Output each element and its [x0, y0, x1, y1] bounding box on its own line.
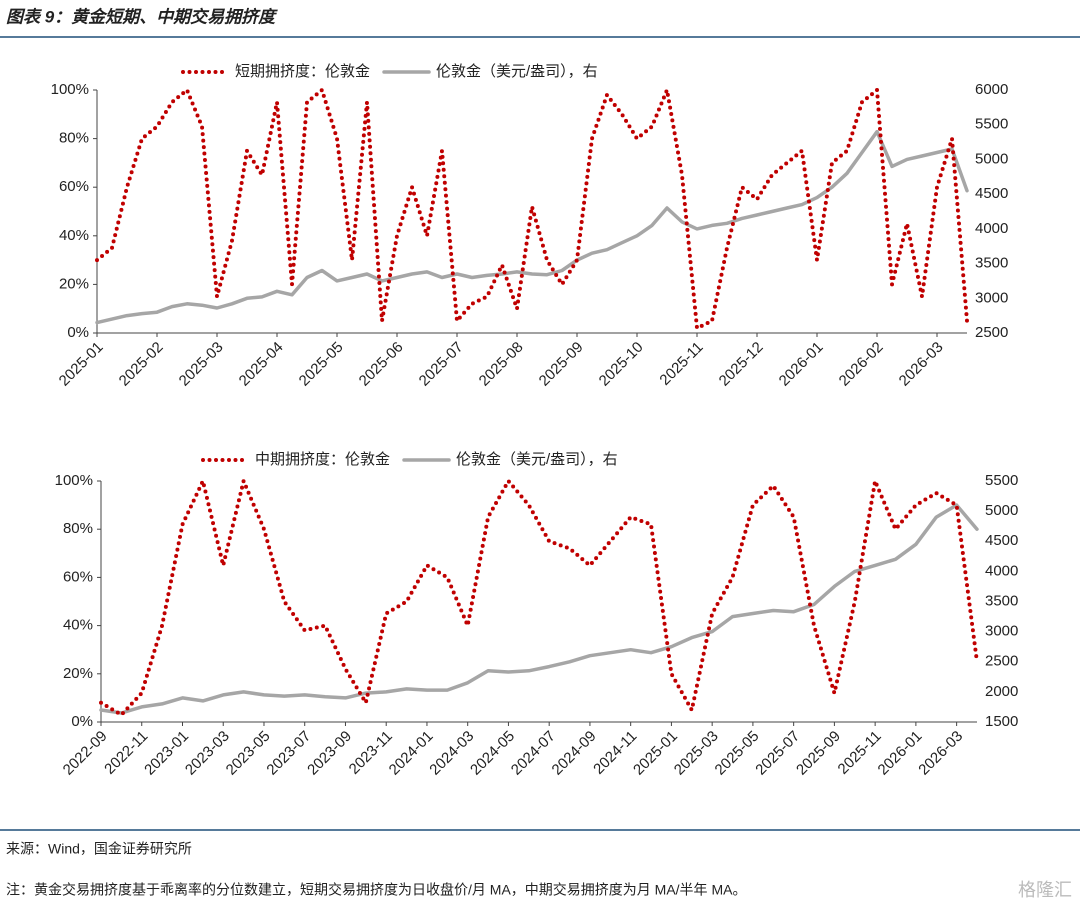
y2-tick-label: 4500	[985, 532, 1018, 549]
y2-tick-label: 5000	[985, 502, 1018, 519]
legend-label: 中期拥挤度：伦敦金	[255, 451, 390, 468]
x-tick-label: 2026-01	[776, 339, 827, 390]
gold-line	[95, 129, 969, 325]
gold-line	[99, 503, 979, 715]
x-tick-label: 2025-05	[712, 728, 763, 779]
y2-tick-label: 6000	[975, 81, 1008, 98]
y2-tick-label: 2500	[985, 653, 1018, 670]
x-tick-label: 2025-11	[656, 339, 706, 389]
page-title: 图表 9：黄金短期、中期交易拥挤度	[6, 7, 278, 26]
legend-label: 伦敦金（美元/盎司），右	[436, 63, 598, 80]
x-tick-label: 2023-03	[182, 728, 233, 779]
x-tick-label: 2025-02	[116, 339, 167, 390]
x-tick-label: 2025-09	[536, 339, 587, 390]
x-tick-label: 2024-01	[386, 728, 437, 779]
x-tick-label: 2025-04	[236, 339, 287, 390]
y2-tick-label: 4000	[985, 562, 1018, 579]
y2-tick-label: 5500	[975, 116, 1008, 133]
x-tick-label: 2025-07	[416, 339, 467, 390]
source: 来源：Wind，国金证券研究所	[6, 841, 192, 857]
x-tick-label: 2023-01	[141, 728, 192, 779]
x-tick-label: 2025-10	[596, 339, 647, 390]
x-tick-label: 2023-05	[223, 728, 274, 779]
x-tick-label: 2025-12	[716, 339, 767, 390]
y2-tick-label: 2500	[975, 324, 1008, 341]
x-tick-label: 2025-09	[793, 728, 844, 779]
x-tick-label: 2026-03	[915, 728, 966, 779]
y-tick-label: 80%	[63, 520, 93, 537]
watermark: 格隆汇	[1018, 880, 1072, 900]
x-tick-label: 2025-03	[671, 728, 722, 779]
y2-tick-label: 5500	[985, 472, 1018, 489]
y2-tick-label: 3500	[975, 255, 1008, 272]
legend-label: 伦敦金（美元/盎司），右	[456, 451, 618, 468]
x-tick-label: 2025-01	[630, 728, 681, 779]
x-tick-label: 2025-05	[296, 339, 347, 390]
y2-tick-label: 5000	[975, 150, 1008, 167]
y2-tick-label: 3000	[985, 623, 1018, 640]
x-tick-label: 2025-07	[752, 728, 803, 779]
y-tick-label: 60%	[63, 568, 93, 585]
y-tick-label: 0%	[71, 713, 93, 730]
x-tick-label: 2025-01	[56, 339, 107, 390]
y-tick-label: 80%	[59, 130, 89, 147]
x-tick-label: 2025-03	[176, 339, 227, 390]
y-tick-label: 0%	[67, 324, 89, 341]
x-tick-label: 2026-01	[875, 728, 926, 779]
x-tick-label: 2023-07	[263, 728, 314, 779]
y-tick-label: 100%	[55, 472, 93, 489]
y2-tick-label: 3000	[975, 289, 1008, 306]
x-tick-label: 2023-09	[304, 728, 355, 779]
x-tick-label: 2025-06	[356, 339, 407, 390]
crowding-line	[95, 88, 969, 331]
y2-tick-label: 1500	[985, 713, 1018, 730]
x-tick-label: 2024-07	[508, 728, 559, 779]
x-tick-label: 2026-03	[896, 339, 947, 390]
x-tick-label: 2022-09	[60, 728, 111, 779]
y2-tick-label: 2000	[985, 683, 1018, 700]
legend-label: 短期拥挤度：伦敦金	[235, 63, 370, 80]
y2-tick-label: 4000	[975, 220, 1008, 237]
y-tick-label: 100%	[51, 81, 89, 98]
y-tick-label: 20%	[63, 665, 93, 682]
y-tick-label: 60%	[59, 178, 89, 195]
x-tick-label: 2024-03	[426, 728, 477, 779]
crowding-line	[99, 479, 979, 717]
y2-tick-label: 4500	[975, 185, 1008, 202]
note: 注：黄金交易拥挤度基于乖离率的分位数建立，短期交易拥挤度为日收盘价/月 MA，中…	[6, 882, 746, 898]
x-tick-label: 2024-05	[467, 728, 518, 779]
x-tick-label: 2024-09	[549, 728, 600, 779]
y-tick-label: 40%	[63, 617, 93, 634]
x-tick-label: 2026-02	[836, 339, 887, 390]
y-tick-label: 40%	[59, 227, 89, 244]
x-tick-label: 2025-08	[476, 339, 527, 390]
y2-tick-label: 3500	[985, 592, 1018, 609]
y-tick-label: 20%	[59, 275, 89, 292]
